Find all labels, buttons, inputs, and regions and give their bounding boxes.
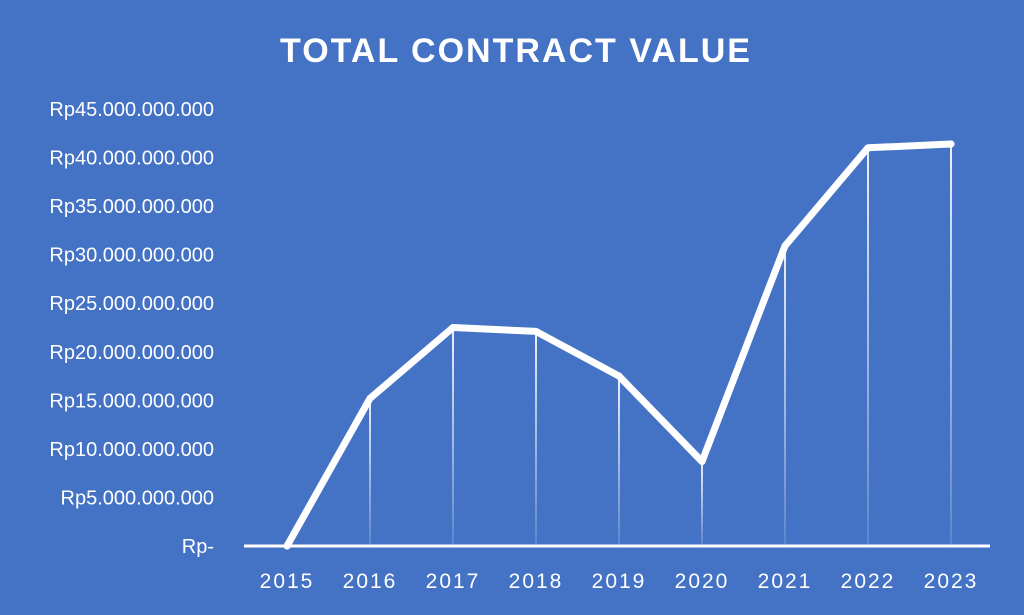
- x-tick-label: 2019: [592, 570, 647, 593]
- x-axis-tick-labels: 2015 2016 2017 2018 2019 2020 2021 2022 2023: [260, 570, 979, 593]
- drop-line: [452, 327, 454, 546]
- y-tick-label: Rp20.000.000.000: [49, 342, 214, 364]
- y-tick-label: Rp-: [182, 536, 214, 558]
- y-tick-label: Rp5.000.000.000: [61, 487, 214, 509]
- x-tick-label: 2016: [343, 570, 398, 593]
- drop-line: [369, 398, 371, 546]
- y-tick-label: Rp45.000.000.000: [49, 99, 214, 121]
- drop-line: [618, 376, 620, 546]
- x-tick-label: 2021: [758, 570, 813, 593]
- drop-lines: [369, 143, 952, 546]
- data-point: [449, 324, 457, 331]
- data-point: [615, 372, 623, 380]
- drop-line: [867, 147, 869, 546]
- data-point: [283, 542, 291, 550]
- x-tick-label: 2015: [260, 570, 315, 593]
- data-point: [366, 394, 374, 402]
- data-point: [864, 144, 872, 152]
- data-point: [532, 327, 540, 335]
- x-tick-label: 2020: [675, 570, 730, 593]
- y-tick-label: Rp25.000.000.000: [49, 293, 214, 315]
- x-tick-label: 2018: [509, 570, 564, 593]
- drop-line: [950, 143, 952, 546]
- data-point: [947, 140, 955, 148]
- y-axis-tick-labels: Rp- Rp5.000.000.000 Rp10.000.000.000 Rp15.0…: [49, 99, 214, 558]
- data-point: [781, 242, 789, 250]
- y-tick-label: Rp30.000.000.000: [49, 245, 214, 267]
- y-tick-label: Rp15.000.000.000: [49, 390, 214, 412]
- chart-title: TOTAL CONTRACT VALUE: [280, 32, 752, 70]
- data-point: [698, 458, 706, 466]
- x-tick-label: 2017: [426, 570, 481, 593]
- y-tick-label: Rp35.000.000.000: [49, 196, 214, 218]
- drop-line: [535, 331, 537, 546]
- drop-line: [784, 245, 786, 546]
- y-tick-label: Rp10.000.000.000: [49, 439, 214, 461]
- x-tick-label: 2023: [924, 570, 979, 593]
- x-tick-label: 2022: [841, 570, 896, 593]
- drop-line: [701, 461, 703, 546]
- y-tick-label: Rp40.000.000.000: [49, 148, 214, 170]
